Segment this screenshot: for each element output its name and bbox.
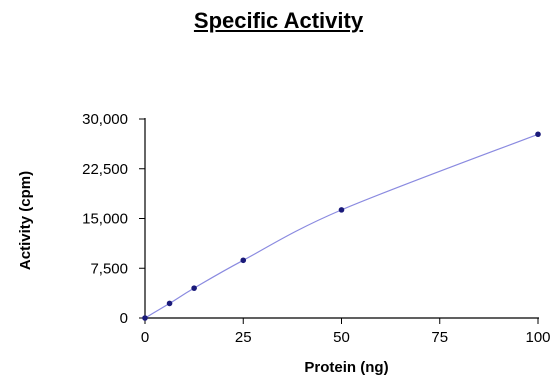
x-tick-label: 0 [141, 329, 149, 346]
y-tick-label: 0 [120, 310, 128, 327]
y-tick-label: 22,500 [82, 161, 128, 178]
x-tick-label: 100 [525, 329, 550, 346]
x-tick-label: 50 [333, 329, 350, 346]
series [142, 131, 541, 321]
series-line [144, 133, 539, 319]
y-tick-label: 15,000 [82, 211, 128, 228]
x-tick-label: 25 [235, 329, 252, 346]
x-axis-label: Protein (ng) [304, 359, 388, 376]
y-tick-label: 30,000 [82, 111, 128, 128]
data-point [166, 300, 173, 307]
data-point [240, 257, 247, 264]
data-point [142, 315, 148, 321]
chart-title: Specific Activity [193, 8, 364, 33]
data-point [535, 131, 541, 138]
axes [144, 118, 539, 319]
data-point [191, 285, 197, 291]
ticks: 0 7,500 15,000 22,500 30,000 0 25 50 75 100 [82, 111, 550, 346]
x-tick-label: 75 [431, 329, 448, 346]
data-point [338, 207, 345, 213]
y-axis-label: Activity (cpm) [17, 171, 34, 270]
y-tick-label: 7,500 [90, 260, 128, 277]
